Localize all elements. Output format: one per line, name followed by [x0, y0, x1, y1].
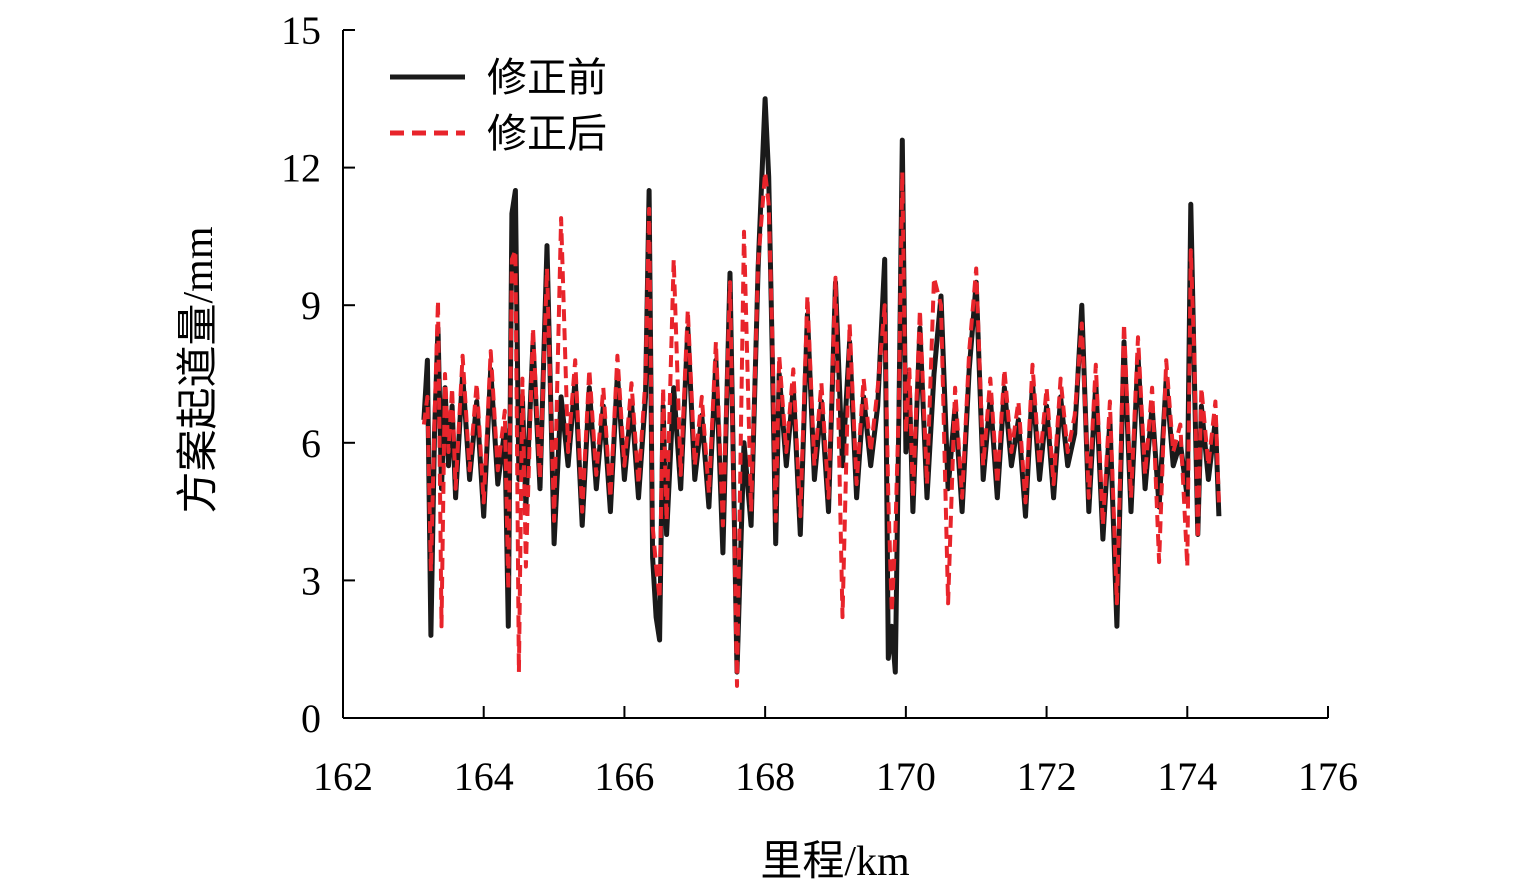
y-tick-label: 0: [301, 696, 321, 741]
x-tick-label: 162: [313, 754, 373, 799]
series-layer: [421, 96, 1222, 688]
x-tick-label: 168: [735, 754, 795, 799]
x-tick-label: 166: [594, 754, 654, 799]
y-axis-title: 方案起道量/mm: [175, 226, 222, 513]
y-tick-label: 6: [301, 421, 321, 466]
legend-label-series-2: 修正后: [487, 111, 607, 156]
x-tick-label: 164: [454, 754, 514, 799]
y-ticks: 0 3 6 9 12 15: [281, 8, 355, 741]
y-tick-label: 15: [281, 8, 321, 53]
legend-label-series-1: 修正前: [487, 55, 607, 100]
x-tick-label: 172: [1017, 754, 1077, 799]
axes: [342, 30, 1328, 719]
y-tick-label: 9: [301, 283, 321, 328]
legend: 修正前 修正后: [390, 55, 607, 156]
series-line-2: [421, 170, 1221, 688]
x-tick-label: 170: [876, 754, 936, 799]
x-ticks: 162 164 166 168 170 172 174 176: [313, 706, 1358, 799]
x-tick-label: 176: [1298, 754, 1358, 799]
x-tick-label: 174: [1157, 754, 1217, 799]
y-tick-label: 3: [301, 558, 321, 603]
y-tick-label: 12: [281, 146, 321, 191]
x-axis-title: 里程/km: [760, 839, 910, 885]
